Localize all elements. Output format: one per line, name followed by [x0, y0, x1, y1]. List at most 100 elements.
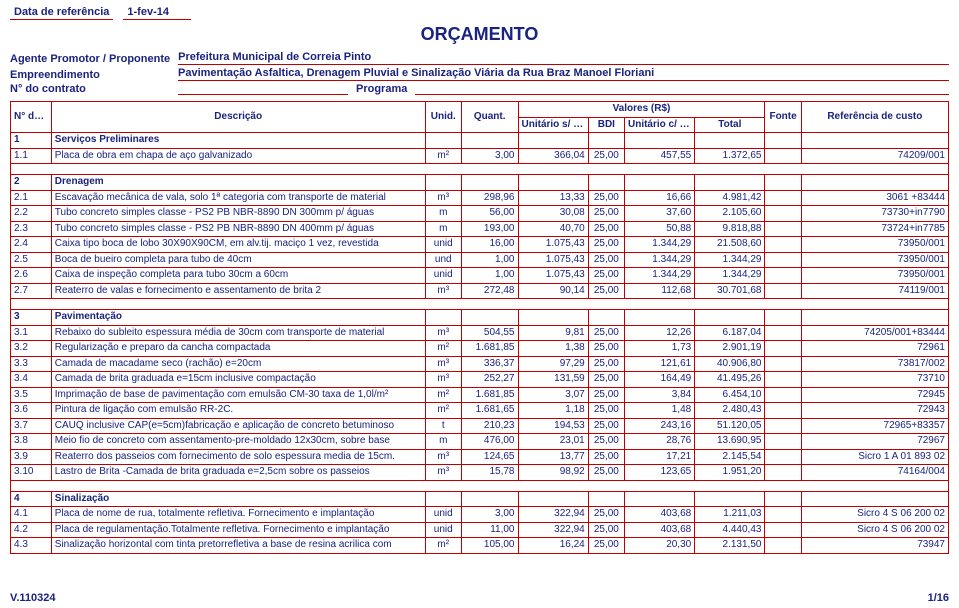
cell-item: 2.5: [11, 252, 52, 268]
th-ref: Referência de custo: [801, 102, 948, 133]
cell-bdi: 25,00: [588, 341, 624, 357]
cell-fonte: [765, 522, 801, 538]
cell-bdi: 25,00: [588, 148, 624, 164]
spacer-cell: [11, 164, 949, 175]
cell-empty: [518, 175, 588, 191]
cell-ref: 73710: [801, 372, 948, 388]
cell-desc: Regularização e preparo da cancha compac…: [51, 341, 425, 357]
table-row: 3Pavimentação: [11, 310, 949, 326]
cell-fonte: [765, 283, 801, 299]
cell-total: 6.454,10: [695, 387, 765, 403]
table-row: 4Sinalização: [11, 491, 949, 507]
th-usbdi: Unitário s/ BDI: [518, 117, 588, 133]
table-row: 3.8Meio fio de concreto com assentamento…: [11, 434, 949, 450]
cell-total: 4.981,42: [695, 190, 765, 206]
cell-unid: m³: [425, 372, 461, 388]
table-row: 2.4Caixa tipo boca de lobo 30X90X90CM, e…: [11, 237, 949, 253]
table-row: 4.2Placa de regulamentação.Totalmente re…: [11, 522, 949, 538]
cell-empty: [624, 175, 694, 191]
cell-ref: 74164/004: [801, 465, 948, 481]
cell-item: 3.1: [11, 325, 52, 341]
table-row: 3.2Regularização e preparo da cancha com…: [11, 341, 949, 357]
cell-empty: [461, 491, 518, 507]
cell-fonte: [765, 507, 801, 523]
cell-item: 3.3: [11, 356, 52, 372]
th-ucbdi: Unitário c/ BDI: [624, 117, 694, 133]
table-row: 2.2Tubo concreto simples classe - PS2 PB…: [11, 206, 949, 222]
cell-empty: [588, 175, 624, 191]
cell-desc: Meio fio de concreto com assentamento-pr…: [51, 434, 425, 450]
cell-usbdi: 1.075,43: [518, 237, 588, 253]
cell-usbdi: 1.075,43: [518, 268, 588, 284]
cell-item: 3.5: [11, 387, 52, 403]
table-row: [11, 299, 949, 310]
cell-total: 2.145,54: [695, 449, 765, 465]
cell-desc: Camada de macadame seco (rachão) e=20cm: [51, 356, 425, 372]
cell-bdi: 25,00: [588, 325, 624, 341]
cell-item: 4.3: [11, 538, 52, 554]
agente-label: Agente Promotor / Proponente: [10, 53, 170, 65]
table-row: 2Drenagem: [11, 175, 949, 191]
cell-quant: 476,00: [461, 434, 518, 450]
cell-bdi: 25,00: [588, 538, 624, 554]
cell-desc: Placa de nome de rua, totalmente refleti…: [51, 507, 425, 523]
cell-desc: Drenagem: [51, 175, 425, 191]
cell-ucbdi: 50,88: [624, 221, 694, 237]
table-row: [11, 480, 949, 491]
cell-empty: [801, 133, 948, 149]
cell-empty: [765, 491, 801, 507]
cell-usbdi: 1.075,43: [518, 252, 588, 268]
cell-item: 3.4: [11, 372, 52, 388]
th-bdi: BDI: [588, 117, 624, 133]
cell-quant: 298,96: [461, 190, 518, 206]
cell-unid: m³: [425, 325, 461, 341]
cell-fonte: [765, 465, 801, 481]
cell-empty: [461, 175, 518, 191]
cell-desc: Imprimação de base de pavimentação com e…: [51, 387, 425, 403]
cell-item: 4: [11, 491, 52, 507]
cell-unid: m³: [425, 465, 461, 481]
table-row: 2.5Boca de bueiro completa para tubo de …: [11, 252, 949, 268]
cell-quant: 252,27: [461, 372, 518, 388]
cell-total: 1.344,29: [695, 268, 765, 284]
page-title: ORÇAMENTO: [10, 24, 949, 45]
cell-desc: Serviços Preliminares: [51, 133, 425, 149]
cell-desc: CAUQ inclusive CAP(e=5cm)fabricação e ap…: [51, 418, 425, 434]
cell-item: 1.1: [11, 148, 52, 164]
budget-page: Data de referência 1-fev-14 ORÇAMENTO Ag…: [0, 0, 959, 608]
cell-ucbdi: 123,65: [624, 465, 694, 481]
cell-quant: 1.681,65: [461, 403, 518, 419]
cell-ref: 73817/002: [801, 356, 948, 372]
cell-ucbdi: 403,68: [624, 507, 694, 523]
table-row: 3.10Lastro de Brita -Camada de brita gra…: [11, 465, 949, 481]
cell-quant: 105,00: [461, 538, 518, 554]
cell-desc: Caixa tipo boca de lobo 30X90X90CM, em a…: [51, 237, 425, 253]
cell-usbdi: 90,14: [518, 283, 588, 299]
cell-total: 1.951,20: [695, 465, 765, 481]
cell-total: 41.495,26: [695, 372, 765, 388]
cell-ref: 3061 +83444: [801, 190, 948, 206]
cell-usbdi: 40,70: [518, 221, 588, 237]
cell-unid: m³: [425, 449, 461, 465]
programa-label: Programa: [356, 83, 407, 95]
cell-empty: [518, 310, 588, 326]
cell-unid: m²: [425, 341, 461, 357]
cell-usbdi: 30,08: [518, 206, 588, 222]
contrato-row: N° do contrato Programa: [10, 83, 949, 95]
agente-row: Agente Promotor / Proponente Prefeitura …: [10, 51, 949, 65]
cell-unid: m: [425, 434, 461, 450]
cell-quant: 193,00: [461, 221, 518, 237]
cell-empty: [624, 310, 694, 326]
cell-unid: m³: [425, 190, 461, 206]
cell-empty: [518, 133, 588, 149]
cell-empty: [801, 310, 948, 326]
cell-quant: 1,00: [461, 252, 518, 268]
empreend-label: Empreendimento: [10, 69, 170, 81]
cell-ref: Sicro 4 S 06 200 02: [801, 522, 948, 538]
footer-version: V.110324: [10, 592, 55, 604]
cell-ucbdi: 121,61: [624, 356, 694, 372]
table-row: 3.4Camada de brita graduada e=15cm inclu…: [11, 372, 949, 388]
cell-ucbdi: 457,55: [624, 148, 694, 164]
th-desc: Descrição: [51, 102, 425, 133]
cell-ucbdi: 164,49: [624, 372, 694, 388]
